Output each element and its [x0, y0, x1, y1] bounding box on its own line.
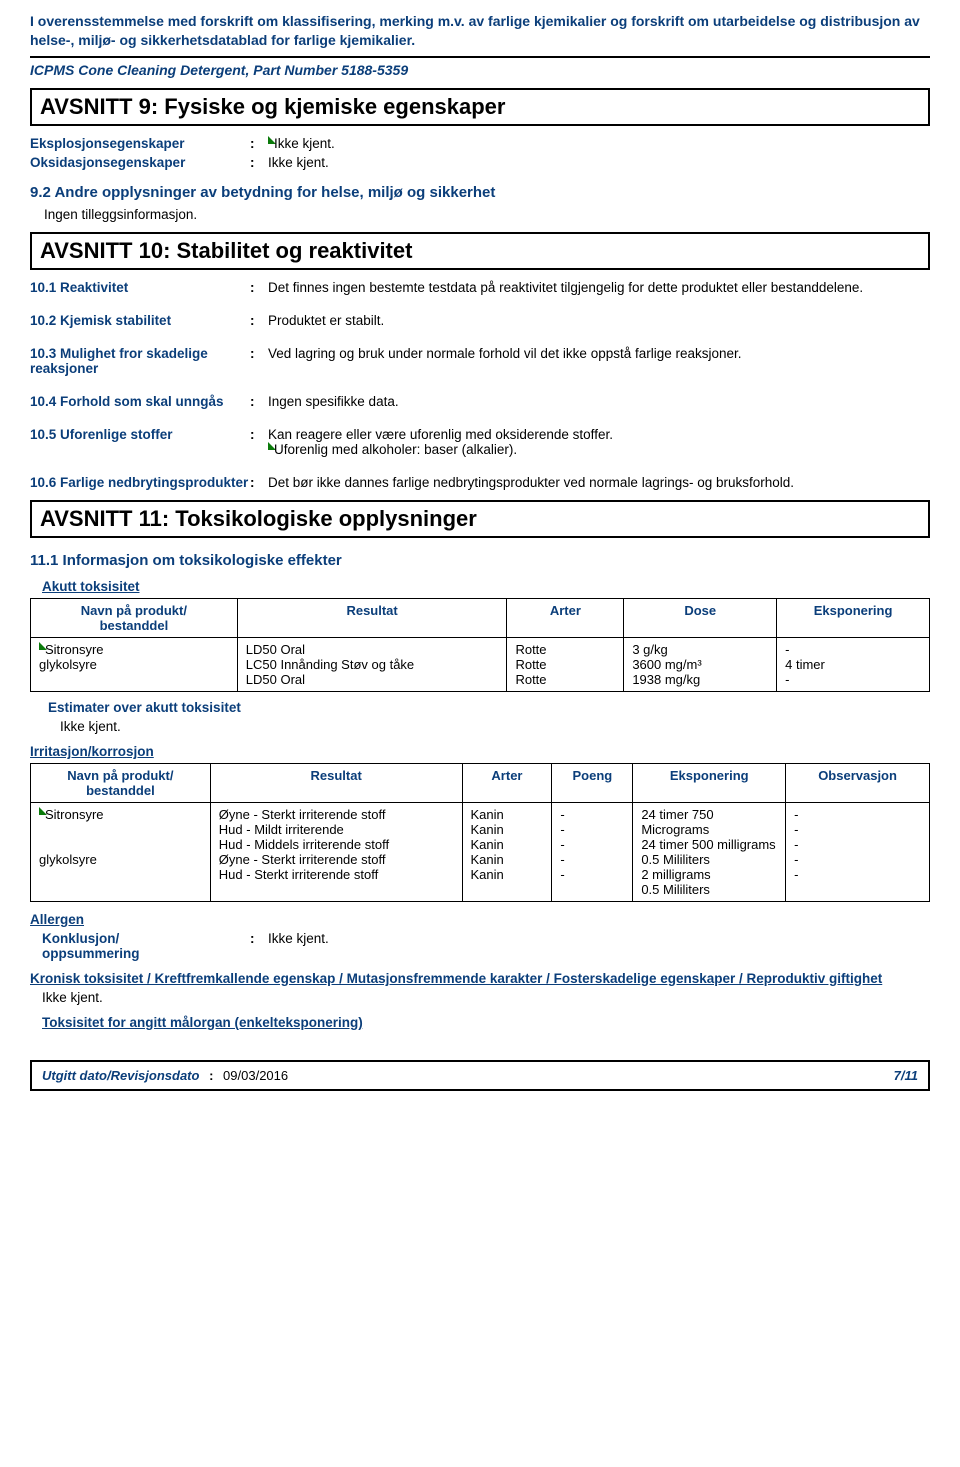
label-10-5: 10.5 Uforenlige stoffer	[30, 427, 250, 457]
oxidation-label: Oksidasjonsegenskaper	[30, 155, 250, 170]
subhead-9-2-body: Ingen tilleggsinformasjon.	[44, 207, 930, 222]
table-row: Sitronsyre glykolsyre LD50 Oral LC50 Inn…	[31, 637, 930, 691]
row-10-3: 10.3 Mulighet fror skadelige reaksjoner …	[30, 346, 930, 376]
th-exposure: Eksponering	[777, 598, 930, 637]
table-header-row: Navn på produkt/ bestanddel Resultat Art…	[31, 763, 930, 802]
section-10-title: AVSNITT 10: Stabilitet og reaktivitet	[30, 232, 930, 270]
row-conclusion: Konklusjon/ oppsummering : Ikke kjent.	[30, 931, 930, 961]
row-10-2: 10.2 Kjemisk stabilitet : Produktet er s…	[30, 313, 930, 328]
table-header-row: Navn på produkt/ bestanddel Resultat Art…	[31, 598, 930, 637]
row-10-4: 10.4 Forhold som skal unngås : Ingen spe…	[30, 394, 930, 409]
cell: - - - - -	[552, 802, 633, 901]
cell: 3 g/kg 3600 mg/m³ 1938 mg/kg	[624, 637, 777, 691]
oxidation-value: Ikke kjent.	[268, 155, 930, 170]
cell: - 4 timer -	[777, 637, 930, 691]
row-10-5: 10.5 Uforenlige stoffer : Kan reagere el…	[30, 427, 930, 457]
footer-left: Utgitt dato/Revisjonsdato : 09/03/2016	[42, 1068, 288, 1083]
irritation-table: Navn på produkt/ bestanddel Resultat Art…	[30, 763, 930, 902]
th-species: Arter	[507, 598, 624, 637]
value-10-5b: Uforenlig med alkoholer: baser (alkalier…	[268, 442, 930, 457]
header-rule	[30, 56, 930, 58]
label-10-2: 10.2 Kjemisk stabilitet	[30, 313, 250, 328]
acute-toxicity-link: Akutt toksisitet	[42, 579, 930, 594]
th-species: Arter	[462, 763, 552, 802]
conclusion-value: Ikke kjent.	[268, 931, 930, 961]
cell: 24 timer 750 Micrograms 24 timer 500 mil…	[633, 802, 786, 901]
table-row: Sitronsyre glykolsyre Øyne - Sterkt irri…	[31, 802, 930, 901]
value-10-5: Kan reagere eller være uforenlig med oks…	[268, 427, 930, 457]
label-10-6: 10.6 Farlige nedbrytingsprodukter	[30, 475, 250, 490]
label-10-3: 10.3 Mulighet fror skadelige reaksjoner	[30, 346, 250, 376]
row-10-6: 10.6 Farlige nedbrytingsprodukter : Det …	[30, 475, 930, 490]
th-result: Resultat	[237, 598, 507, 637]
value-10-5a: Kan reagere eller være uforenlig med oks…	[268, 427, 930, 442]
cell: - - - - -	[786, 802, 930, 901]
compliance-text: I overensstemmelse med forskrift om klas…	[30, 13, 920, 48]
th-score: Poeng	[552, 763, 633, 802]
chronic-link: Kronisk toksisitet / Kreftfremkallende e…	[30, 971, 930, 986]
footer-page: 7/11	[894, 1068, 918, 1083]
cell: Øyne - Sterkt irriterende stoff Hud - Mi…	[210, 802, 462, 901]
value-10-6: Det bør ikke dannes farlige nedbrytingsp…	[268, 475, 930, 490]
label-10-4: 10.4 Forhold som skal unngås	[30, 394, 250, 409]
value-10-2: Produktet er stabilt.	[268, 313, 930, 328]
explosion-label: Eksplosjonsegenskaper	[30, 136, 250, 151]
cell: Sitronsyre glykolsyre	[31, 802, 211, 901]
value-10-3: Ved lagring og bruk under normale forhol…	[268, 346, 930, 376]
product-title: ICPMS Cone Cleaning Detergent, Part Numb…	[30, 62, 930, 78]
acute-toxicity-table: Navn på produkt/ bestanddel Resultat Art…	[30, 598, 930, 692]
footer-box: Utgitt dato/Revisjonsdato : 09/03/2016 7…	[30, 1060, 930, 1091]
conclusion-label: Konklusjon/ oppsummering	[42, 931, 250, 961]
cell: LD50 Oral LC50 Innånding Støv og tåke LD…	[237, 637, 507, 691]
footer-colon: :	[209, 1068, 213, 1083]
value-10-1: Det finnes ingen bestemte testdata på re…	[268, 280, 930, 295]
row-10-1: 10.1 Reaktivitet : Det finnes ingen best…	[30, 280, 930, 295]
colon: :	[250, 155, 268, 170]
explosion-value: Ikke kjent.	[268, 136, 930, 151]
chronic-value: Ikke kjent.	[42, 990, 930, 1005]
target-organ-link: Toksisitet for angitt målorgan (enkeltek…	[42, 1015, 930, 1030]
subhead-11-1: 11.1 Informasjon om toksikologiske effek…	[30, 552, 930, 569]
value-10-4: Ingen spesifikke data.	[268, 394, 930, 409]
colon: :	[250, 136, 268, 151]
cell: Kanin Kanin Kanin Kanin Kanin	[462, 802, 552, 901]
estimates-value: Ikke kjent.	[60, 719, 930, 734]
th-dose: Dose	[624, 598, 777, 637]
row-oxidation: Oksidasjonsegenskaper : Ikke kjent.	[30, 155, 930, 170]
label-10-1: 10.1 Reaktivitet	[30, 280, 250, 295]
cell: Rotte Rotte Rotte	[507, 637, 624, 691]
th-product: Navn på produkt/ bestanddel	[31, 763, 211, 802]
cell: Sitronsyre glykolsyre	[31, 637, 238, 691]
row-explosion: Eksplosjonsegenskaper : Ikke kjent.	[30, 136, 930, 151]
footer-date: 09/03/2016	[223, 1068, 288, 1083]
th-product: Navn på produkt/ bestanddel	[31, 598, 238, 637]
subhead-9-2: 9.2 Andre opplysninger av betydning for …	[30, 184, 930, 201]
compliance-header: I overensstemmelse med forskrift om klas…	[30, 12, 930, 50]
th-observation: Observasjon	[786, 763, 930, 802]
allergen-link: Allergen	[30, 912, 930, 927]
footer-label: Utgitt dato/Revisjonsdato	[42, 1068, 199, 1083]
th-exposure: Eksponering	[633, 763, 786, 802]
estimates-label: Estimater over akutt toksisitet	[48, 700, 930, 715]
irritation-link: Irritasjon/korrosjon	[30, 744, 930, 759]
section-11-title: AVSNITT 11: Toksikologiske opplysninger	[30, 500, 930, 538]
section-9-title: AVSNITT 9: Fysiske og kjemiske egenskape…	[30, 88, 930, 126]
th-result: Resultat	[210, 763, 462, 802]
